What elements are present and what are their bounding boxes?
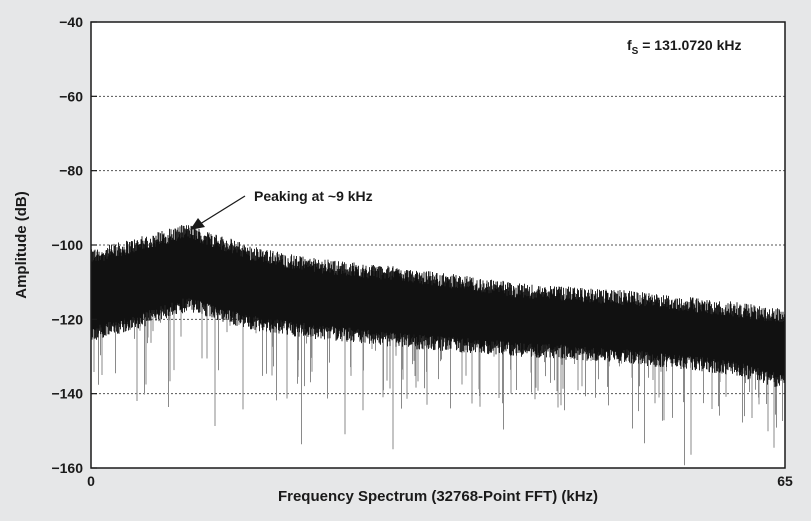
arrowhead-icon [190, 218, 205, 230]
y-tick-label: −60 [59, 88, 83, 104]
x-axis-label: Frequency Spectrum (32768-Point FFT) (kH… [278, 488, 598, 505]
fs-subscript: S [632, 46, 639, 57]
y-tick-label: −40 [59, 14, 83, 30]
x-tick-label: 65 [777, 473, 793, 489]
fs-symbol: f [627, 37, 632, 53]
y-tick-label: −80 [59, 163, 83, 179]
y-axis-ticks: −40 −60 −80 −100 −120 −140 −160 [51, 14, 97, 476]
x-tick-label: 0 [87, 473, 95, 489]
y-tick-label: −140 [51, 386, 83, 402]
y-tick-label: −120 [51, 311, 83, 327]
x-axis-ticks: 0 65 [87, 473, 793, 489]
annotation-peaking-label: Peaking at ~9 kHz [254, 188, 373, 204]
annotation-fs: fS = 131.0720 kHz [627, 37, 741, 57]
annotation-peaking: Peaking at ~9 kHz [190, 188, 373, 230]
y-tick-label: −160 [51, 460, 83, 476]
annotation-arrow [199, 195, 246, 225]
y-axis-label: Amplitude (dB) [13, 191, 30, 298]
fs-value: = 131.0720 kHz [638, 37, 741, 53]
noise-dips [93, 308, 783, 466]
y-tick-label: −100 [51, 237, 83, 253]
